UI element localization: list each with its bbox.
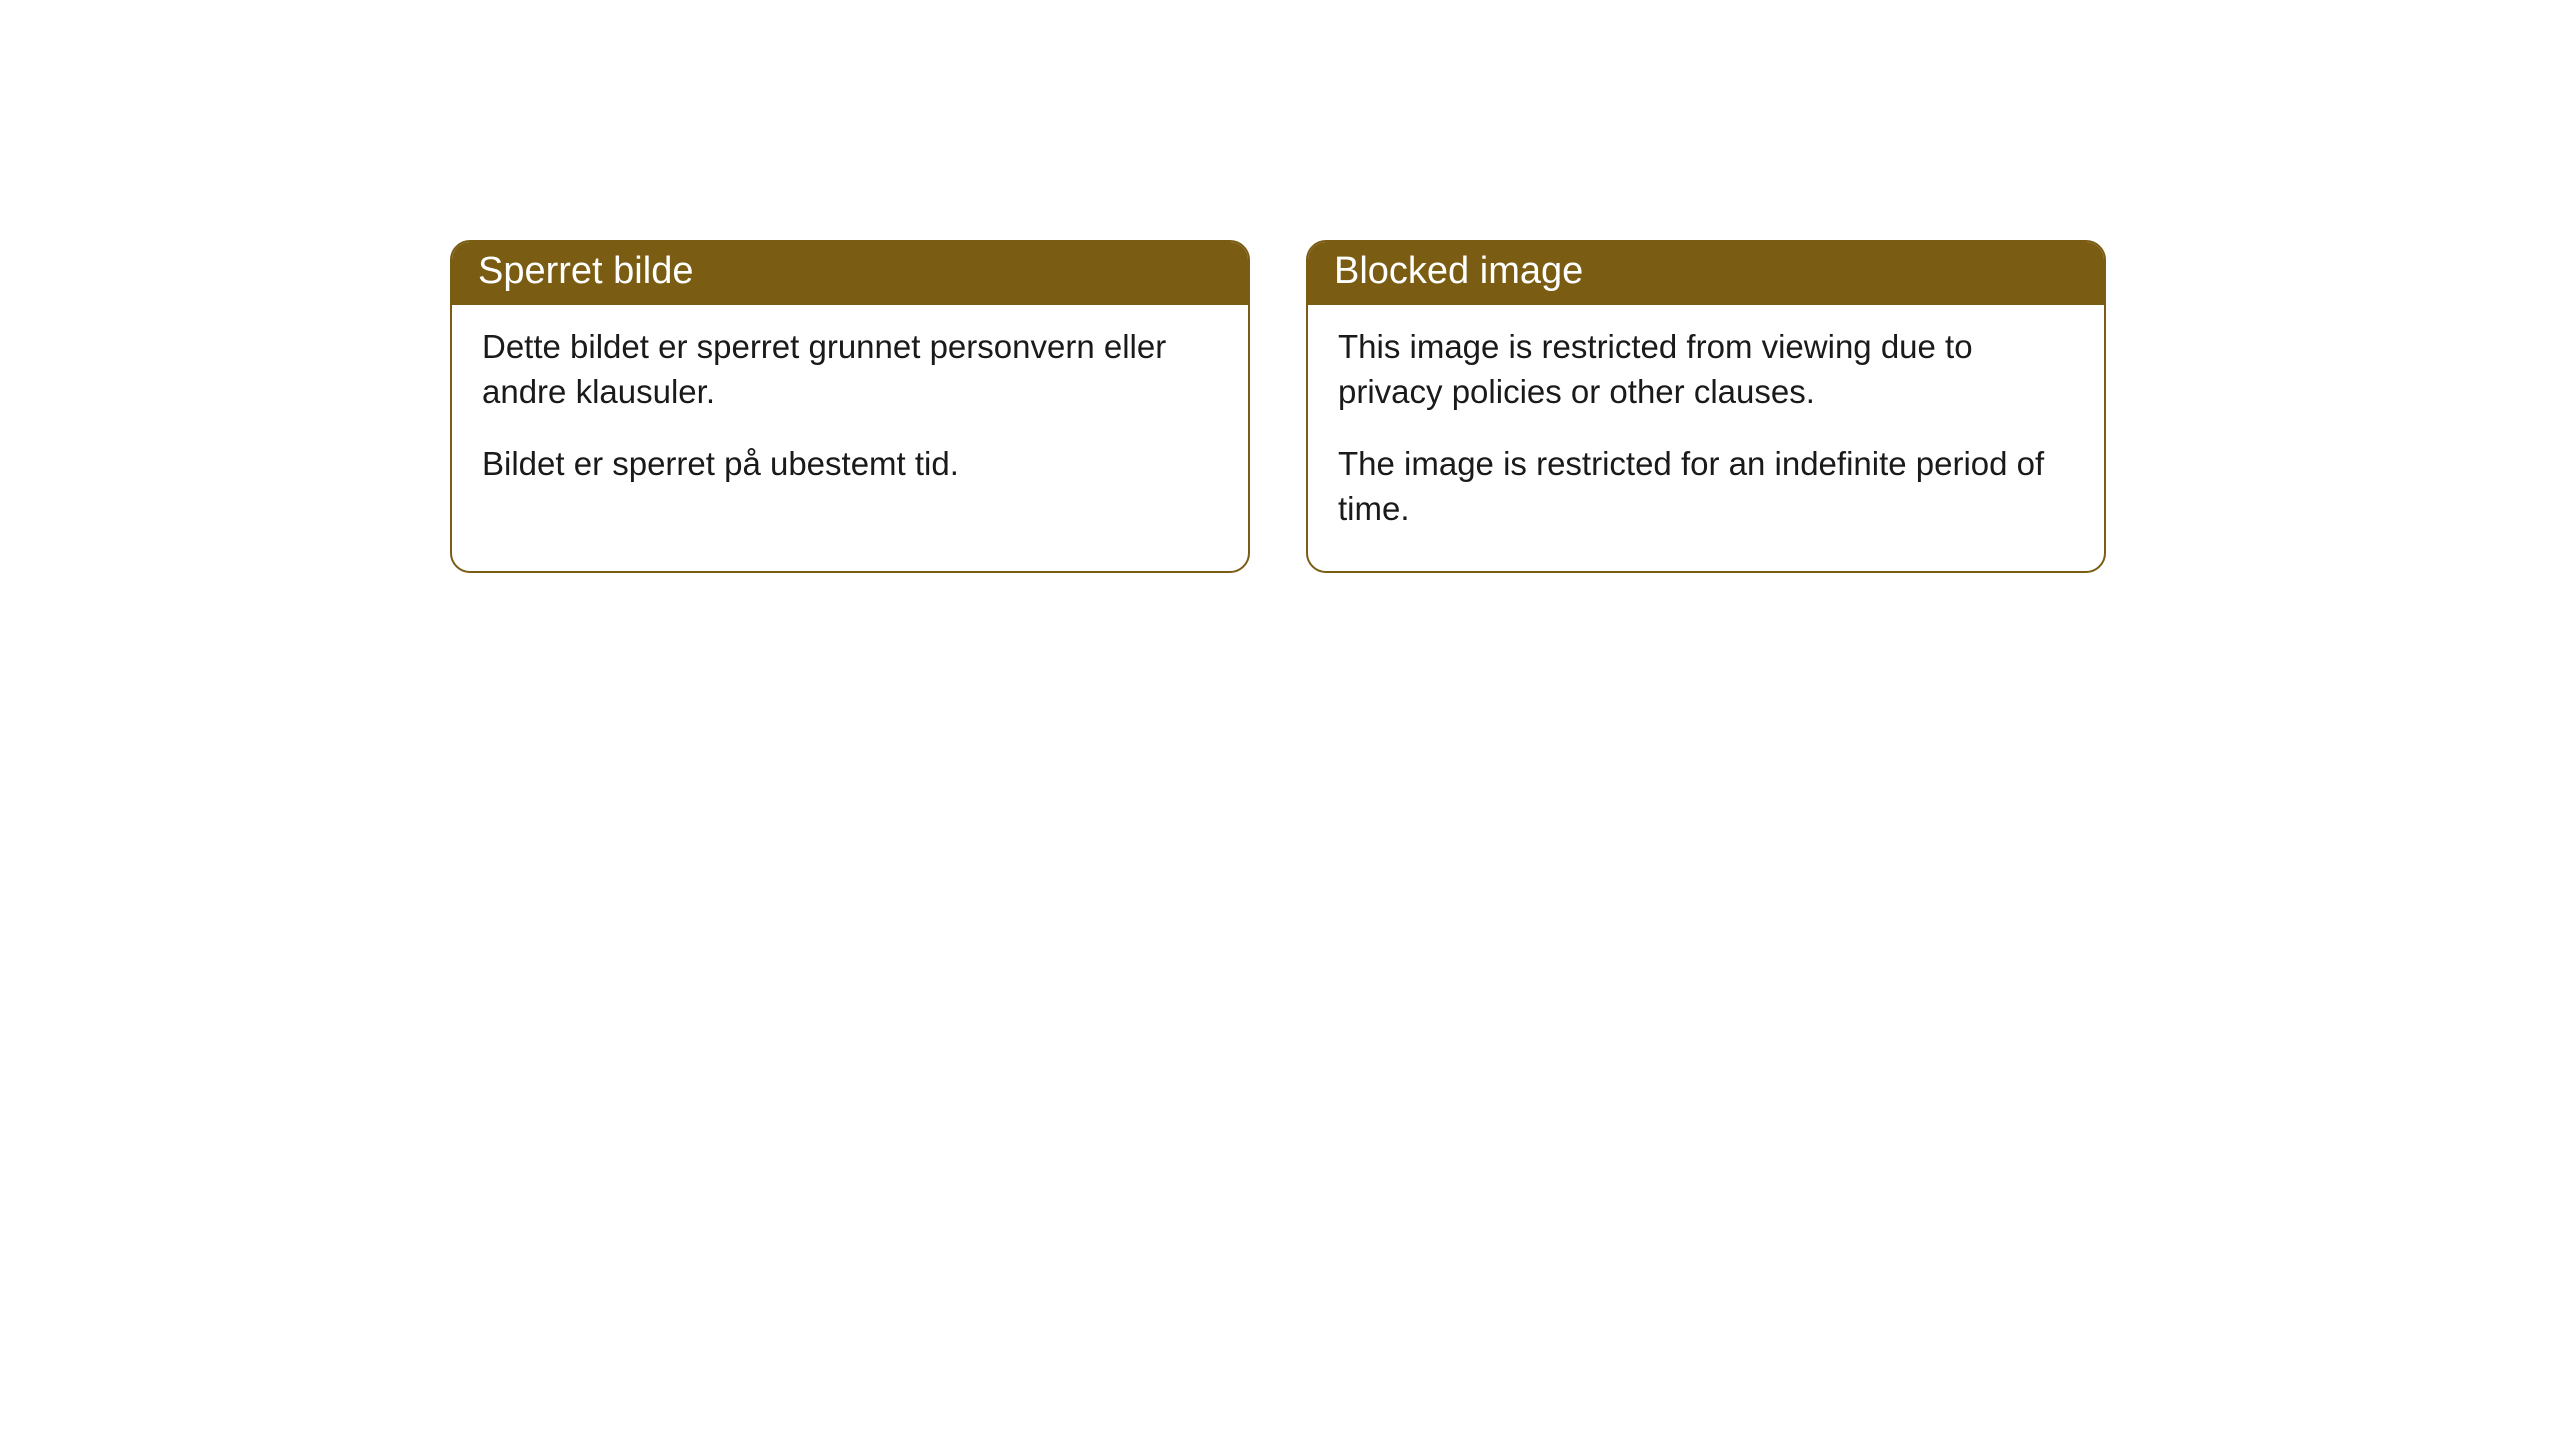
notice-card-english: Blocked image This image is restricted f…	[1306, 240, 2106, 573]
notice-paragraph: This image is restricted from viewing du…	[1338, 325, 2074, 414]
notice-header-english: Blocked image	[1308, 242, 2104, 305]
notice-card-norwegian: Sperret bilde Dette bildet er sperret gr…	[450, 240, 1250, 573]
notice-body-english: This image is restricted from viewing du…	[1308, 305, 2104, 571]
notices-container: Sperret bilde Dette bildet er sperret gr…	[450, 240, 2560, 573]
notice-header-norwegian: Sperret bilde	[452, 242, 1248, 305]
notice-paragraph: Dette bildet er sperret grunnet personve…	[482, 325, 1218, 414]
notice-body-norwegian: Dette bildet er sperret grunnet personve…	[452, 305, 1248, 527]
notice-paragraph: The image is restricted for an indefinit…	[1338, 442, 2074, 531]
notice-paragraph: Bildet er sperret på ubestemt tid.	[482, 442, 1218, 487]
